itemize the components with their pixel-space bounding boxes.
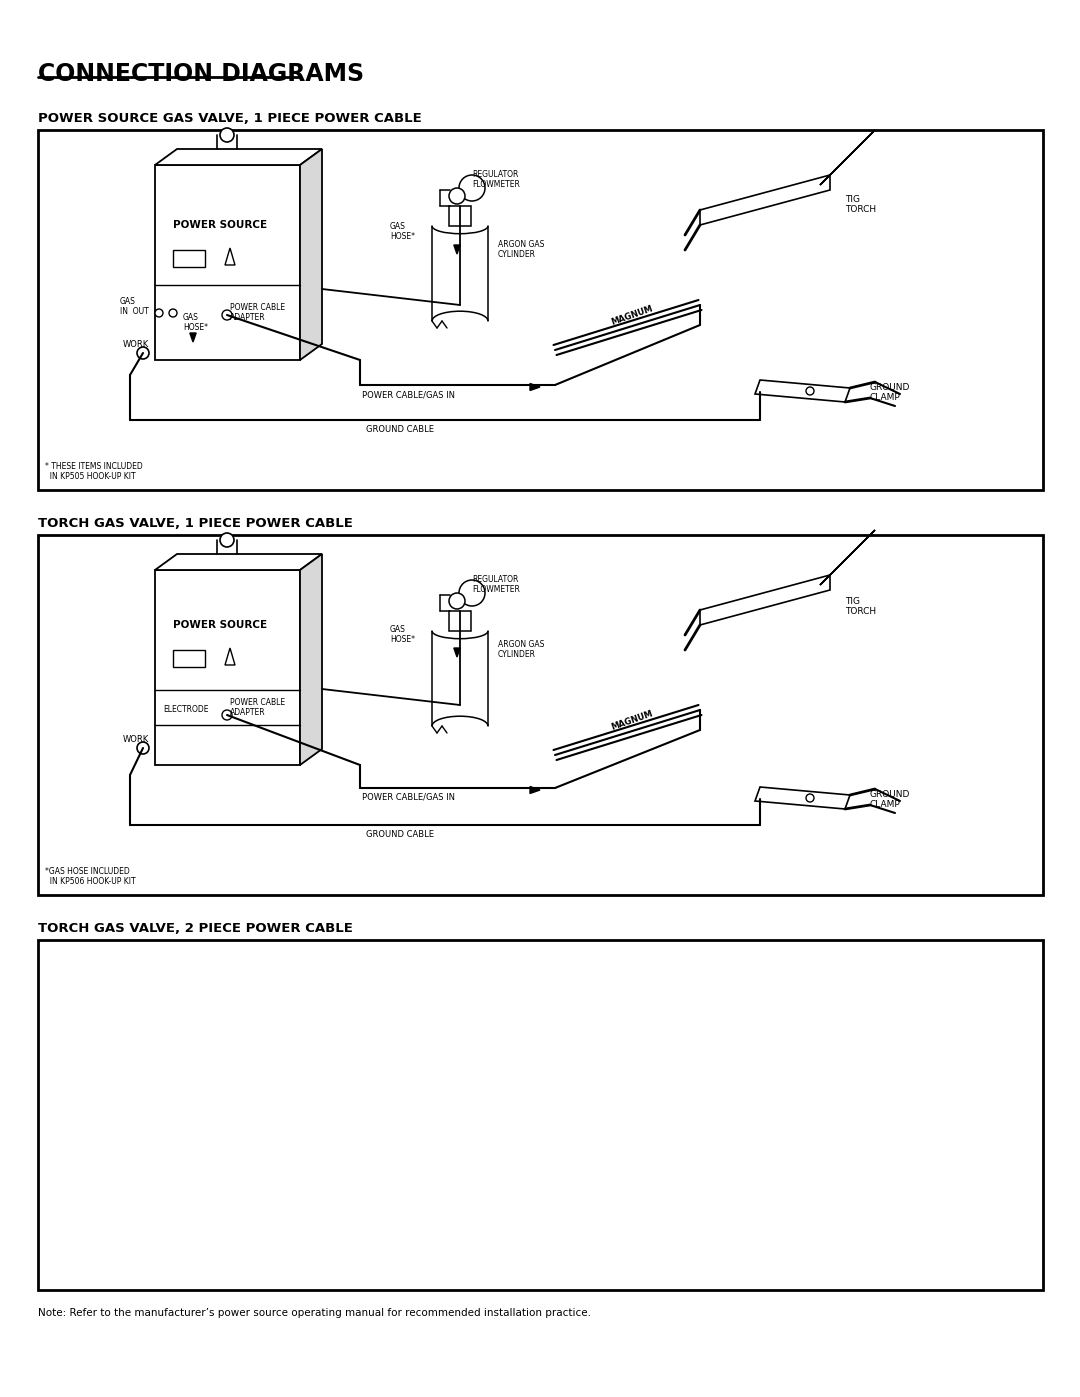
Text: WORK: WORK (123, 339, 149, 349)
Bar (38, 535, 1043, 895)
Text: CONNECTION DIAGRAMS: CONNECTION DIAGRAMS (38, 61, 364, 87)
Text: * THESE ITEMS INCLUDED
  IN KP505 HOOK-UP KIT: * THESE ITEMS INCLUDED IN KP505 HOOK-UP … (45, 462, 143, 482)
Circle shape (222, 710, 232, 719)
Circle shape (449, 592, 465, 609)
Text: ELECTRODE: ELECTRODE (163, 705, 208, 714)
Bar (156, 165, 300, 360)
Bar (173, 250, 205, 267)
Text: GAS
IN  OUT: GAS IN OUT (120, 298, 149, 316)
Circle shape (220, 534, 234, 548)
Polygon shape (454, 648, 460, 657)
Text: POWER CABLE/GAS IN: POWER CABLE/GAS IN (362, 793, 455, 802)
Text: MAGNUM: MAGNUM (610, 710, 654, 732)
Text: TIG
TORCH: TIG TORCH (845, 196, 876, 214)
Polygon shape (755, 380, 850, 402)
Bar (156, 570, 300, 766)
Circle shape (459, 580, 485, 606)
Polygon shape (820, 130, 875, 184)
Text: WORK: WORK (123, 735, 149, 745)
Text: GAS
HOSE*: GAS HOSE* (390, 624, 415, 644)
Polygon shape (190, 332, 197, 342)
Text: ARGON GAS
CYLINDER: ARGON GAS CYLINDER (498, 640, 544, 659)
Text: POWER CABLE
ADAPTER: POWER CABLE ADAPTER (230, 303, 285, 323)
Polygon shape (300, 149, 322, 360)
Bar (449, 205, 471, 226)
Polygon shape (454, 244, 460, 254)
Polygon shape (755, 787, 850, 809)
Bar (449, 610, 471, 631)
Polygon shape (530, 384, 540, 391)
Text: POWER CABLE
ADAPTER: POWER CABLE ADAPTER (230, 698, 285, 718)
Text: POWER SOURCE: POWER SOURCE (173, 620, 267, 630)
Polygon shape (300, 555, 322, 766)
Text: GROUND
CLAMP: GROUND CLAMP (870, 383, 910, 402)
Circle shape (222, 310, 232, 320)
Circle shape (156, 309, 163, 317)
Circle shape (806, 387, 814, 395)
Circle shape (449, 189, 465, 204)
Text: Note: Refer to the manufacturer’s power source operating manual for recommended : Note: Refer to the manufacturer’s power … (38, 1308, 591, 1317)
Text: TIG
TORCH: TIG TORCH (845, 597, 876, 616)
Circle shape (459, 175, 485, 201)
Circle shape (137, 346, 149, 359)
Text: GROUND CABLE: GROUND CABLE (366, 425, 434, 434)
Polygon shape (700, 175, 831, 225)
Bar (173, 650, 205, 666)
Circle shape (220, 129, 234, 142)
Bar (38, 130, 1043, 490)
Text: GAS
HOSE*: GAS HOSE* (390, 222, 415, 242)
Text: REGULATOR
FLOWMETER: REGULATOR FLOWMETER (472, 576, 519, 594)
Text: GAS
HOSE*: GAS HOSE* (183, 313, 208, 332)
Text: *GAS HOSE INCLUDED
  IN KP506 HOOK-UP KIT: *GAS HOSE INCLUDED IN KP506 HOOK-UP KIT (45, 868, 136, 887)
Bar (38, 940, 1043, 1289)
Text: ARGON GAS
CYLINDER: ARGON GAS CYLINDER (498, 240, 544, 260)
Text: POWER SOURCE GAS VALVE, 1 PIECE POWER CABLE: POWER SOURCE GAS VALVE, 1 PIECE POWER CA… (38, 112, 422, 124)
Text: MAGNUM: MAGNUM (610, 305, 654, 327)
Polygon shape (156, 149, 322, 165)
Text: TORCH GAS VALVE, 2 PIECE POWER CABLE: TORCH GAS VALVE, 2 PIECE POWER CABLE (38, 922, 353, 935)
Text: GROUND CABLE: GROUND CABLE (366, 830, 434, 840)
Circle shape (168, 309, 177, 317)
Text: GROUND
CLAMP: GROUND CLAMP (870, 789, 910, 809)
Text: POWER CABLE/GAS IN: POWER CABLE/GAS IN (362, 390, 455, 400)
Circle shape (806, 793, 814, 802)
Polygon shape (530, 787, 540, 793)
Polygon shape (700, 576, 831, 624)
Text: REGULATOR
FLOWMETER: REGULATOR FLOWMETER (472, 170, 519, 190)
Polygon shape (156, 555, 322, 570)
Text: TORCH GAS VALVE, 1 PIECE POWER CABLE: TORCH GAS VALVE, 1 PIECE POWER CABLE (38, 517, 353, 529)
Circle shape (137, 742, 149, 754)
Text: POWER SOURCE: POWER SOURCE (173, 219, 267, 231)
Polygon shape (820, 529, 875, 585)
